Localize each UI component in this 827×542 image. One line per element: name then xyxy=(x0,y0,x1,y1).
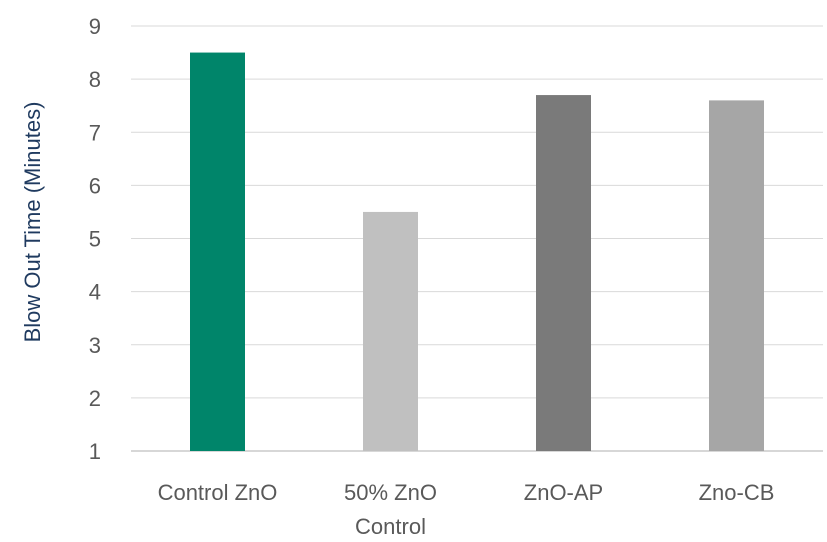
y-tick-label: 9 xyxy=(89,14,101,39)
bar xyxy=(709,100,764,451)
bar xyxy=(536,95,591,451)
y-tick-label: 5 xyxy=(89,227,101,252)
y-axis-tick-labels: 1 2 3 4 5 6 7 8 9 xyxy=(89,14,101,464)
x-axis-category-labels: Control ZnO 50% ZnO Control ZnO-AP Zno-CB xyxy=(158,480,775,539)
x-category-label: Control ZnO xyxy=(158,480,278,505)
y-tick-label: 1 xyxy=(89,439,101,464)
y-tick-label: 6 xyxy=(89,173,101,198)
y-tick-label: 3 xyxy=(89,333,101,358)
y-tick-label: 8 xyxy=(89,67,101,92)
y-tick-label: 4 xyxy=(89,280,101,305)
y-axis-title: Blow Out Time (Minutes) xyxy=(20,102,45,343)
y-tick-label: 7 xyxy=(89,120,101,145)
gridlines xyxy=(131,25,823,452)
x-category-label: 50% ZnO Control xyxy=(344,480,437,539)
x-category-label: Zno-CB xyxy=(699,480,775,505)
y-tick-label: 2 xyxy=(89,386,101,411)
x-category-label: ZnO-AP xyxy=(524,480,603,505)
bars xyxy=(190,52,764,451)
bar xyxy=(190,52,245,451)
bar xyxy=(363,211,418,451)
